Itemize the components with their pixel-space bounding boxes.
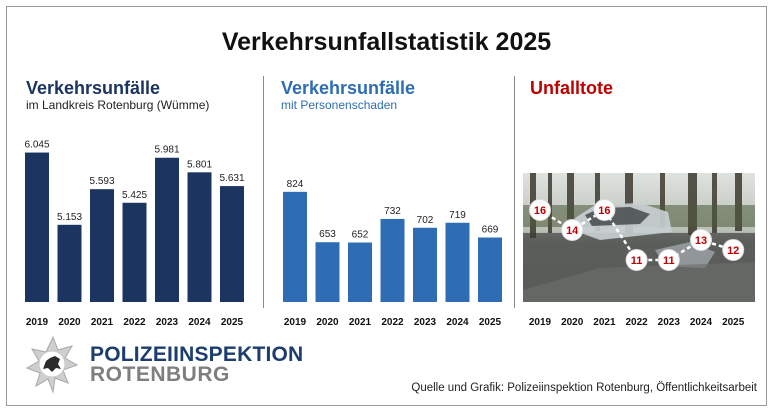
panel1-subtitle: im Landkreis Rotenburg (Wümme): [26, 98, 210, 112]
accidents-year-label: 2025: [221, 317, 244, 328]
accidents-value-label: 5.631: [219, 173, 244, 184]
accidents-bar-2019: [25, 152, 49, 302]
injury-accidents-year-label: 2021: [349, 317, 372, 328]
panel1-title: Verkehrsunfälle: [26, 78, 161, 98]
fatalities-point-2019: [529, 199, 551, 221]
accidents-value-label: 5.425: [122, 190, 147, 201]
injury-accidents-value-label: 669: [482, 224, 499, 235]
accidents-value-label: 5.801: [187, 159, 212, 170]
injury-accidents-year-label: 2022: [381, 317, 404, 328]
fatalities-point-2025: [722, 239, 745, 261]
injury-accidents-bar-2021: [348, 242, 372, 302]
fatalities-point-2022: [625, 249, 648, 271]
injury-accidents-year-label: 2025: [479, 317, 502, 328]
accident-photo: [523, 173, 755, 302]
accidents-value-label: 5.153: [57, 212, 82, 223]
accidents-value-label: 5.593: [89, 176, 114, 187]
panel-divider: [263, 76, 264, 308]
accidents-bar-2024: [187, 172, 212, 302]
injury-accidents-value-label: 702: [417, 215, 434, 226]
accidents-year-label: 2023: [156, 317, 179, 328]
fatalities-value-label: 16: [598, 205, 610, 217]
fatalities-value-label: 14: [566, 225, 579, 237]
accidents-bar-2023: [155, 157, 179, 302]
fatalities-year-label: 2023: [658, 317, 681, 328]
accidents-value-label: 5.981: [154, 145, 179, 156]
injury-accidents-year-label: 2023: [414, 317, 437, 328]
injury-accidents-value-label: 653: [319, 229, 336, 240]
injury-accidents-value-label: 719: [449, 210, 466, 221]
accidents-year-label: 2021: [91, 317, 114, 328]
fatalities-value-label: 11: [663, 255, 675, 267]
fatalities-point-2024: [690, 229, 712, 251]
injury-accidents-value-label: 732: [384, 206, 401, 217]
injury-accidents-value-label: 824: [287, 179, 304, 190]
injury-accidents-bar-2022: [380, 218, 405, 302]
accidents-year-label: 2024: [188, 317, 211, 328]
fatalities-value-label: 13: [695, 235, 707, 247]
fatalities-year-label: 2025: [722, 317, 745, 328]
injury-accidents-value-label: 652: [352, 230, 369, 241]
injury-accidents-year-label: 2024: [446, 317, 469, 328]
accidents-bar-2025: [220, 186, 244, 302]
accidents-bar-2021: [90, 189, 114, 302]
accidents-bar-2020: [57, 224, 82, 302]
fatalities-year-label: 2022: [625, 317, 648, 328]
accidents-year-label: 2020: [58, 317, 81, 328]
fatalities-value-label: 11: [631, 255, 643, 267]
fatalities-year-label: 2021: [593, 317, 616, 328]
injury-accidents-bar-2019: [283, 191, 307, 302]
fatalities-point-2021: [593, 199, 616, 221]
page-title: Verkehrsunfallstatistik 2025: [221, 28, 552, 56]
fatalities-year-label: 2020: [561, 317, 584, 328]
source-note: Quelle und Grafik: Polizeiinspektion Rot…: [411, 382, 757, 394]
accidents-year-label: 2022: [123, 317, 146, 328]
injury-accidents-bar-2020: [315, 242, 340, 302]
fatalities-year-label: 2024: [690, 317, 713, 328]
injury-accidents-year-label: 2019: [284, 317, 307, 328]
accidents-bar-2022: [122, 202, 147, 302]
accidents-year-label: 2019: [26, 317, 49, 328]
injury-accidents-year-label: 2020: [316, 317, 339, 328]
panel-divider: [514, 76, 515, 308]
fatalities-value-label: 16: [534, 205, 546, 217]
logo-text-line2: ROTENBURG: [90, 363, 230, 386]
panel2-title: Verkehrsunfälle: [281, 78, 416, 98]
fatalities-point-2020: [561, 219, 584, 241]
injury-accidents-bar-2024: [445, 222, 470, 302]
fatalities-year-label: 2019: [529, 317, 552, 328]
injury-accidents-bar-2023: [413, 227, 437, 302]
accidents-value-label: 6.045: [24, 140, 49, 151]
panel3-title: Unfalltote: [530, 78, 613, 98]
fatalities-value-label: 12: [727, 245, 739, 257]
logo-text-line1: POLIZEIINSPEKTION: [90, 343, 304, 366]
fatalities-point-2023: [657, 249, 680, 271]
panel2-subtitle: mit Personenschaden: [281, 98, 398, 112]
injury-accidents-bar-2025: [478, 237, 502, 302]
